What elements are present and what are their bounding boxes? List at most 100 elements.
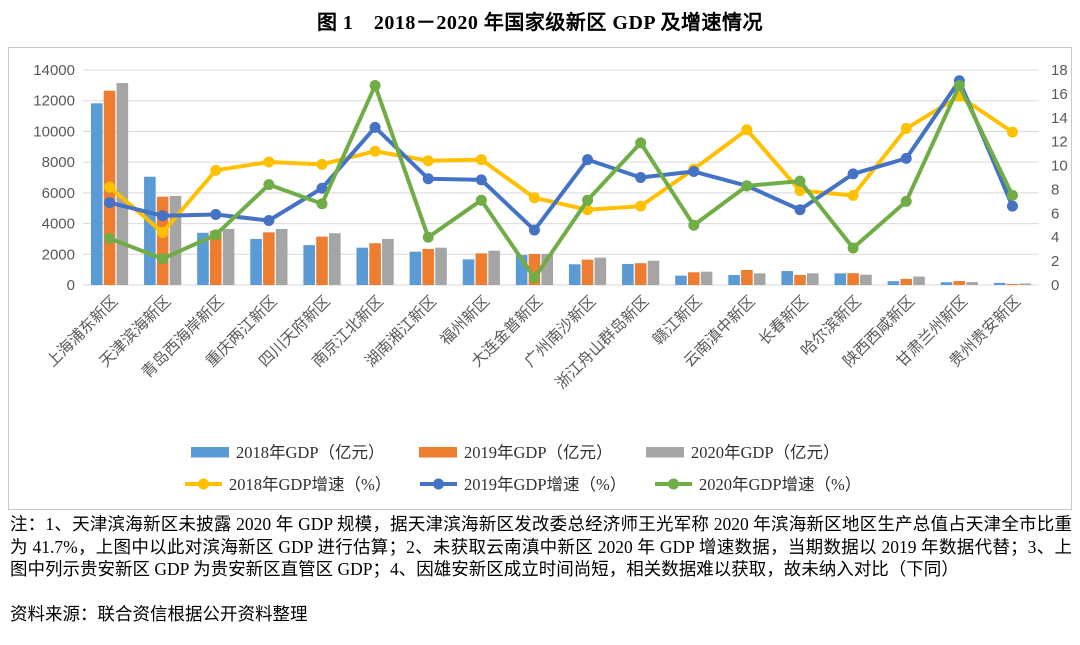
bar [369,243,381,285]
legend-swatch [646,447,684,458]
data-point-marker [475,194,487,206]
figure-title: 图 1 2018－2020 年国家级新区 GDP 及增速情况 [316,12,764,34]
x-category-label: 长春新区 [755,292,812,349]
bar [753,273,766,285]
legend-swatch [191,447,229,458]
bar [940,282,953,285]
data-point-marker [475,154,487,166]
bar [209,230,222,285]
bar-series-1 [90,103,1006,285]
legend-item-bar-3: 2020年GDP（亿元） [646,443,840,462]
data-point-marker [422,155,434,167]
data-point-marker [635,137,647,149]
data-point-marker [263,215,275,226]
data-point-marker [157,253,169,265]
legend-marker [668,478,679,490]
data-source: 资料来源：联合资信根据公开资料整理 [10,604,308,624]
right-axis-labels: 0 2 4 6 8 10 12 14 16 18 [1051,62,1068,294]
bar [634,263,647,285]
data-point-marker [847,189,859,201]
bar [90,103,103,285]
data-point-marker [847,168,859,180]
bar [422,248,435,285]
legend-label: 2020年GDP增速（%） [699,475,861,494]
data-point-marker [316,182,328,194]
legend-marker [433,478,444,490]
y-axis-label-left: 2000 [42,246,75,263]
y-axis-label-right: 4 [1051,229,1059,246]
bar [953,281,966,285]
data-point-marker [210,164,222,176]
y-axis-label-left: 8000 [42,154,75,171]
data-point-marker [953,80,965,92]
data-point-marker [369,80,381,92]
data-point-marker [316,198,328,210]
chart-legend: 2018年GDP（亿元） 2019年GDP（亿元） 2020年GDP（亿元） 2018… [185,443,861,494]
data-point-marker [104,197,116,209]
data-point-marker [475,174,487,186]
data-point-marker [528,224,540,236]
data-point-marker [635,172,647,183]
growth-line-path [107,94,1015,235]
bar [329,233,341,285]
bar [675,275,687,285]
gridlines [83,69,1039,286]
data-point-marker [157,210,169,222]
data-point-marker [688,219,700,231]
y-axis-label-right: 16 [1051,86,1068,103]
bar [647,260,660,285]
bar [900,278,913,285]
y-axis-label-right: 12 [1051,134,1068,151]
data-point-marker [900,152,912,164]
bar [993,282,1006,285]
y-axis-label-right: 18 [1051,62,1068,79]
legend-item-bar-2: 2019年GDP（亿元） [419,443,613,462]
bar [581,259,594,285]
data-point-marker [316,158,328,170]
y-axis-label-left: 10000 [33,123,75,140]
x-category-label: 浙江舟山群岛新区 [552,292,652,392]
x-category-label: 赣江新区 [649,292,706,349]
bar [913,276,925,285]
y-axis-label-left: 14000 [33,62,75,79]
y-axis-label-right: 2 [1051,253,1059,270]
growth-line-path [107,78,1015,233]
y-axis-label-left: 6000 [42,185,75,202]
data-point-marker [635,200,647,212]
bar [515,255,528,285]
legend-marker [198,478,209,490]
data-point-marker [794,175,806,187]
data-point-marker [1006,200,1018,212]
bar [887,281,900,285]
data-point-marker [900,123,912,135]
bar [1019,283,1032,285]
bar [356,247,369,285]
legend-label: 2020年GDP（亿元） [691,443,840,462]
data-point-marker [369,121,381,133]
data-point-marker [688,166,700,178]
bar-series-3 [116,83,1032,285]
data-point-marker [582,194,594,206]
y-axis-label-left: 4000 [42,216,75,233]
data-point-marker [210,229,222,241]
bar [860,274,872,285]
data-point-marker [422,173,434,185]
bar [382,238,394,285]
data-point-marker [104,232,116,244]
bar [687,272,700,285]
data-point-marker [263,179,275,191]
data-point-marker [104,181,116,193]
bar [222,228,235,285]
y-axis-label-right: 14 [1051,110,1068,127]
bar [728,275,740,285]
legend-swatch [419,447,457,458]
bar [794,275,806,285]
bar [541,253,554,285]
chart-note: 注：1、天津滨海新区未披露 2020 年 GDP 规模，据天津滨海新区发改委总经… [10,514,1072,579]
legend-label: 2019年GDP增速（%） [464,475,626,494]
y-axis-label-left: 0 [67,277,75,294]
legend-item-line-1: 2018年GDP增速（%） [185,475,391,494]
bar [435,247,447,285]
bar [144,176,156,285]
